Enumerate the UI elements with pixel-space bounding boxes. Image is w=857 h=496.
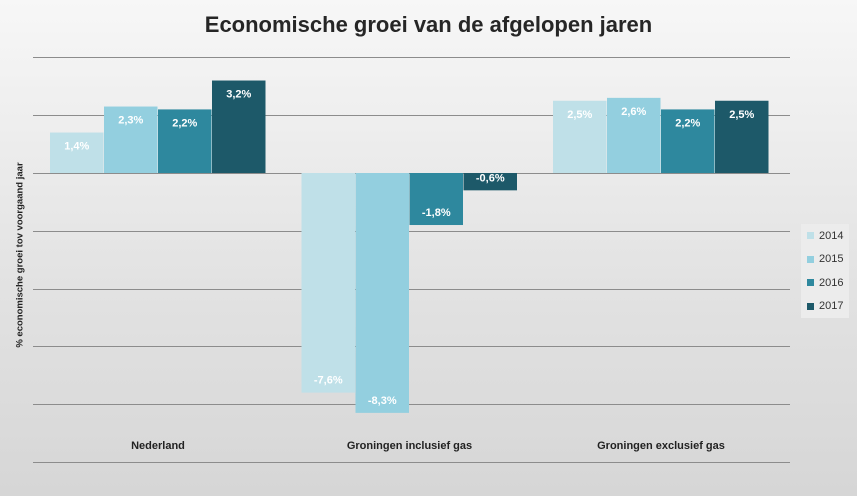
bar-2015-2 [355, 173, 409, 413]
legend-item-2015: 2015 [801, 248, 849, 272]
data-label-2015-2: -8,3% [368, 395, 397, 407]
legend-swatch-2014 [807, 232, 814, 240]
bar-2016-3 [661, 109, 715, 173]
data-label-2015-3: 2,6% [621, 106, 646, 118]
data-label-2016-2: -1,8% [422, 207, 451, 219]
legend-item-2014: 2014 [801, 224, 849, 248]
category-label-2: Groningen inclusief gas [347, 440, 472, 452]
legend-label-2017: 2017 [819, 300, 844, 313]
legend-label-2016: 2016 [819, 276, 844, 289]
chart-title: Economische groei van de afgelopen jaren [204, 12, 653, 37]
bar-2015-1 [104, 106, 158, 173]
bar-2016-2 [409, 173, 463, 226]
legend-label-2015: 2015 [819, 253, 844, 266]
category-label-1: Nederland [131, 440, 185, 452]
bar-2014-2 [301, 173, 355, 393]
legend-swatch-2017 [807, 302, 814, 310]
bar-2017-2 [463, 173, 517, 191]
bar-2014-3 [553, 100, 607, 173]
data-label-2015-1: 2,3% [118, 115, 143, 127]
bar-2016-1 [158, 109, 212, 173]
legend-swatch-2016 [807, 279, 814, 287]
bar-2017-3 [715, 100, 769, 173]
category-label-3: Groningen exclusief gas [597, 440, 725, 452]
legend-item-2016: 2016 [801, 271, 849, 295]
data-label-2016-1: 2,2% [172, 117, 197, 129]
data-label-2014-2: -7,6% [314, 375, 343, 387]
legend: 2014 2015 2016 2017 [801, 224, 849, 318]
bar-2015-3 [607, 97, 661, 173]
data-label-2017-2: -0,6% [476, 172, 505, 184]
bar-2017-1 [212, 80, 266, 173]
legend-label-2014: 2014 [819, 229, 844, 242]
data-label-2017-3: 2,5% [729, 109, 754, 121]
data-label-2017-1: 3,2% [226, 89, 251, 101]
data-label-2014-3: 2,5% [567, 109, 592, 121]
data-label-2016-3: 2,2% [675, 117, 700, 129]
legend-swatch-2015 [807, 255, 814, 263]
data-label-2014-1: 1,4% [64, 141, 89, 153]
legend-item-2017: 2017 [801, 295, 849, 319]
bar-2014-1 [50, 132, 104, 173]
